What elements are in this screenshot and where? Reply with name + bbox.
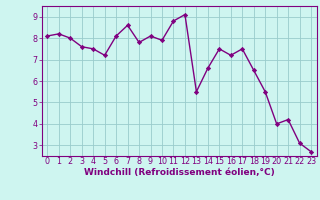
X-axis label: Windchill (Refroidissement éolien,°C): Windchill (Refroidissement éolien,°C) [84, 168, 275, 177]
